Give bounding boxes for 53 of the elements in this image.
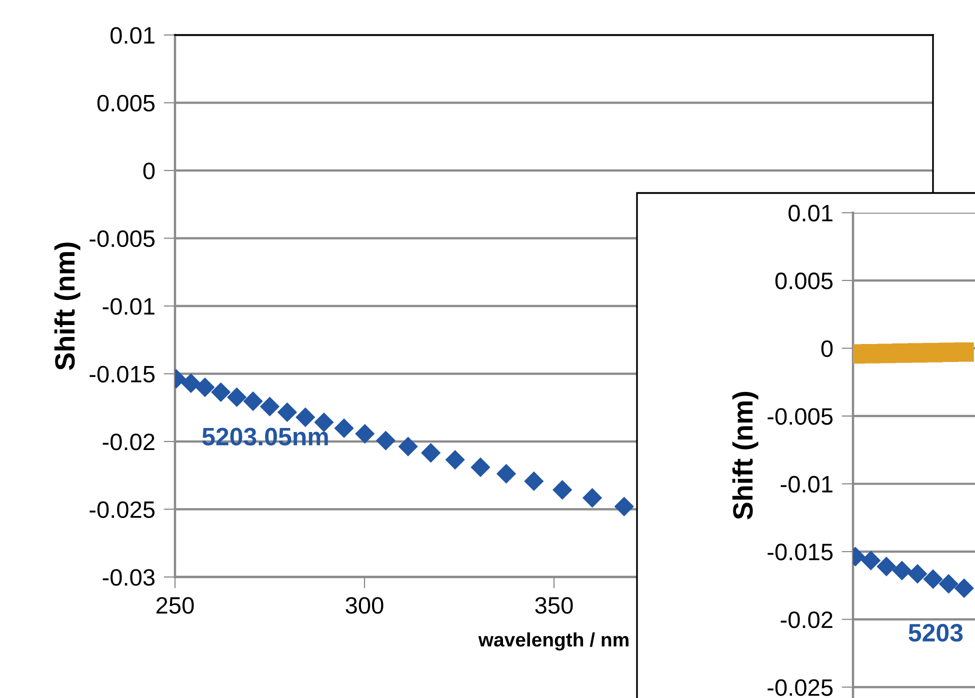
point: [861, 551, 880, 570]
point: [355, 424, 374, 444]
y-tick-label: -0.02: [780, 611, 832, 628]
y-tick-label: 0: [821, 340, 833, 358]
point: [939, 574, 958, 594]
point: [470, 458, 490, 477]
y-tick-label: 0.01: [110, 27, 154, 44]
point: [278, 402, 297, 422]
point: [244, 392, 263, 411]
point: [296, 408, 315, 427]
point: [954, 342, 974, 362]
point: [892, 561, 912, 580]
point: [496, 464, 516, 484]
y-tick-label: -0.015: [90, 366, 155, 383]
point: [446, 450, 465, 470]
point: [227, 388, 246, 407]
annotation: 5203.05nm: [202, 428, 328, 446]
y-axis-title: Shift (nm): [732, 392, 758, 520]
x-tick-label: 350: [535, 597, 573, 614]
y-tick-label: -0.025: [90, 501, 155, 518]
point: [876, 556, 896, 576]
y-tick-label: -0.005: [90, 230, 155, 248]
point: [334, 418, 354, 438]
point: [582, 488, 602, 508]
y-tick-label: -0.03: [102, 569, 155, 586]
y-tick-label: -0.025: [768, 679, 833, 696]
point: [524, 472, 544, 491]
y-tick-label: -0.005: [768, 408, 833, 425]
point: [908, 564, 928, 584]
y-tick-label: 0.005: [97, 94, 155, 112]
y-tick-label: 0: [143, 162, 155, 180]
point: [398, 436, 418, 456]
x-tick-label: 250: [156, 597, 194, 614]
y-tick-label: 0.01: [788, 204, 832, 222]
point: [614, 497, 634, 516]
x-axis-title: wavelength / nm: [478, 632, 628, 651]
point: [924, 570, 943, 589]
y-tick-label: -0.015: [768, 544, 833, 560]
point: [181, 374, 200, 393]
y-tick-label: -0.01: [780, 476, 832, 493]
point: [195, 378, 214, 397]
point: [552, 480, 572, 500]
y-axis-title: Shift (nm): [54, 242, 80, 370]
x-tick-label: 300: [346, 597, 384, 614]
point: [211, 382, 230, 402]
y-tick-label: -0.01: [102, 298, 154, 315]
point: [260, 397, 280, 416]
y-tick-label: 0.005: [775, 272, 833, 290]
point: [954, 578, 974, 598]
annotation: 5203: [908, 624, 963, 642]
point: [421, 443, 440, 462]
y-tick-label: -0.02: [102, 434, 154, 450]
point: [376, 431, 396, 450]
